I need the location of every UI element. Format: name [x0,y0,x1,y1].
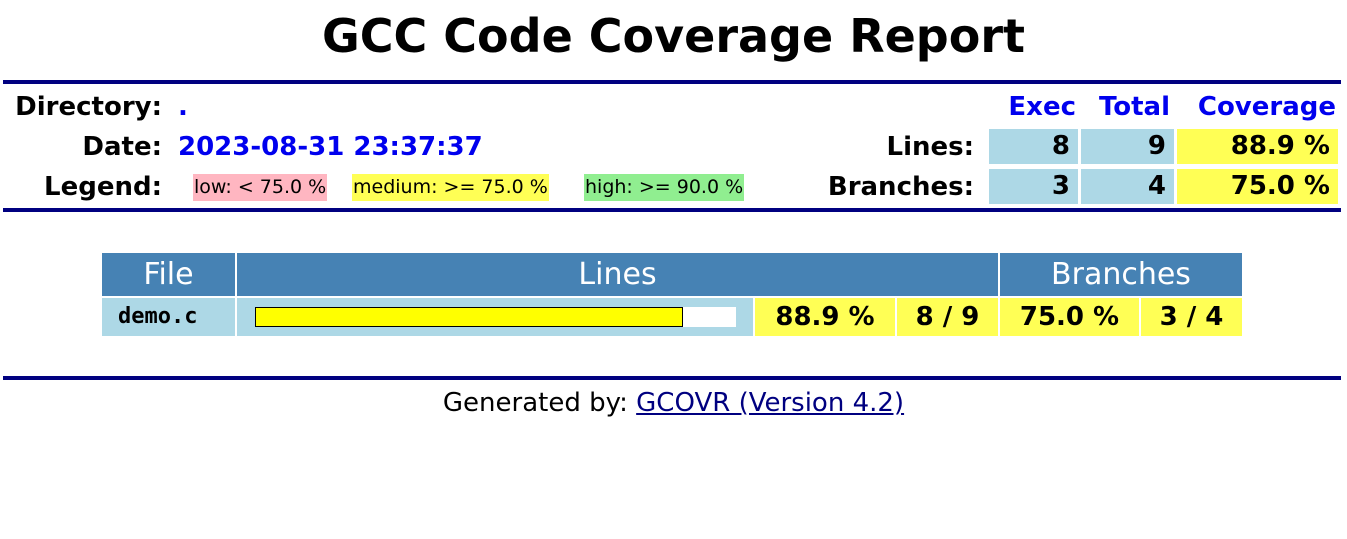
coverage-bar-track [255,307,736,327]
legend-medium: medium: >= 75.0 % [352,174,549,201]
legend-high: high: >= 90.0 % [584,174,745,201]
total-header: Total [1098,92,1170,122]
coverage-header: Coverage [1197,92,1336,122]
date-label: Date: [82,132,162,162]
line-coverage-bar-cell [237,298,753,336]
coverage-bar-fill [255,307,683,327]
lines-total: 9 [1081,129,1174,164]
branch-coverage-percent: 75.0 % [1000,298,1139,336]
file-column-header: File [102,253,235,296]
legend-low: low: < 75.0 % [193,174,328,201]
date-value: 2023-08-31 23:37:37 [178,132,483,162]
lines-label: Lines: [886,132,975,162]
branches-column-header: Branches [1000,253,1242,296]
branch-coverage-ratio: 3 / 4 [1141,298,1242,336]
lines-column-header: Lines [237,253,998,296]
file-name: demo.c [102,298,235,336]
gcovr-link[interactable]: GCOVR (Version 4.2) [636,388,905,418]
top-rule [3,80,1341,84]
branches-exec: 3 [989,169,1078,204]
lines-coverage: 88.9 % [1177,129,1338,164]
line-coverage-ratio: 8 / 9 [897,298,998,336]
branches-label: Branches: [827,172,974,202]
lines-exec: 8 [989,129,1078,164]
branches-coverage: 75.0 % [1177,169,1338,204]
footer: Generated by: GCOVR (Version 4.2) [0,386,1347,420]
footer-prefix: Generated by: [442,388,628,418]
legend-label: Legend: [44,172,162,202]
directory-value: . [178,92,188,122]
line-coverage-percent: 88.9 % [755,298,895,336]
page-title: GCC Code Coverage Report [321,9,1026,63]
summary-bottom-rule [3,208,1341,212]
branches-total: 4 [1081,169,1174,204]
exec-header: Exec [1008,92,1076,122]
footer-rule [3,376,1341,380]
directory-label: Directory: [15,92,162,122]
